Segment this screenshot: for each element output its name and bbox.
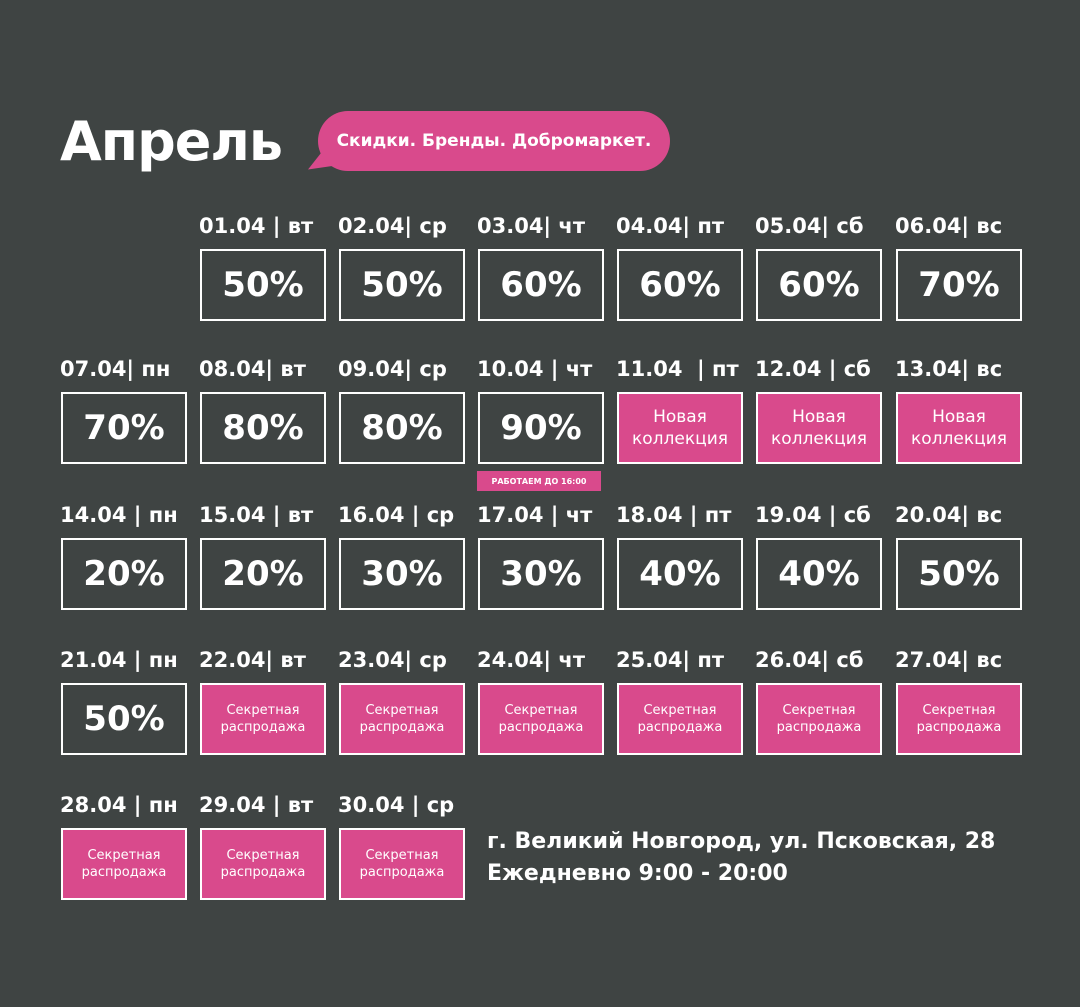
- day-label: 90%: [500, 408, 582, 448]
- day-date: 01.04 | вт: [199, 214, 314, 238]
- day-label: 20%: [83, 554, 165, 594]
- day-date: 02.04| ср: [338, 214, 447, 238]
- day-label: 60%: [500, 265, 582, 305]
- secret-sale-box: Секретная распродажа: [478, 683, 604, 755]
- day-date: 04.04| пт: [616, 214, 725, 238]
- discount-box: 90%: [478, 392, 604, 464]
- day-date: 11.04 | пт: [616, 357, 739, 381]
- day-label: 30%: [361, 554, 443, 594]
- discount-box: 30%: [478, 538, 604, 610]
- secret-sale-box: Секретная распродажа: [756, 683, 882, 755]
- store-address: г. Великий Новгород, ул. Псковская, 28: [487, 829, 996, 854]
- day-label: 30%: [500, 554, 582, 594]
- day-date: 16.04 | ср: [338, 503, 455, 527]
- slogan-bubble: Скидки. Бренды. Добромаркет.: [318, 111, 670, 171]
- secret-sale-box: Секретная распродажа: [200, 683, 326, 755]
- day-date: 18.04 | пт: [616, 503, 732, 527]
- day-date: 05.04| сб: [755, 214, 864, 238]
- discount-box: 30%: [339, 538, 465, 610]
- day-label: 60%: [639, 265, 721, 305]
- day-label: 80%: [222, 408, 304, 448]
- day-label: Секретная распродажа: [81, 848, 167, 880]
- new-collection-box: Новая коллекция: [896, 392, 1022, 464]
- discount-box: 60%: [617, 249, 743, 321]
- secret-sale-box: Секретная распродажа: [339, 828, 465, 900]
- secret-sale-box: Секретная распродажа: [61, 828, 187, 900]
- discount-box: 60%: [478, 249, 604, 321]
- discount-box: 50%: [339, 249, 465, 321]
- day-date: 19.04 | сб: [755, 503, 871, 527]
- discount-box: 70%: [896, 249, 1022, 321]
- day-label: 40%: [639, 554, 721, 594]
- day-date: 09.04| ср: [338, 357, 447, 381]
- day-date: 23.04| ср: [338, 648, 447, 672]
- new-collection-box: Новая коллекция: [617, 392, 743, 464]
- secret-sale-box: Секретная распродажа: [617, 683, 743, 755]
- day-date: 25.04| пт: [616, 648, 725, 672]
- day-label: Новая коллекция: [911, 407, 1007, 449]
- discount-box: 60%: [756, 249, 882, 321]
- store-hours: Ежедневно 9:00 - 20:00: [487, 861, 788, 886]
- day-date: 15.04 | вт: [199, 503, 314, 527]
- discount-box: 80%: [200, 392, 326, 464]
- page-title: Апрель: [60, 110, 283, 173]
- discount-box: 20%: [61, 538, 187, 610]
- day-date: 26.04| сб: [755, 648, 864, 672]
- discount-box: 50%: [61, 683, 187, 755]
- day-date: 13.04| вс: [895, 357, 1003, 381]
- day-label: 20%: [222, 554, 304, 594]
- secret-sale-box: Секретная распродажа: [339, 683, 465, 755]
- day-label: Новая коллекция: [632, 407, 728, 449]
- day-date: 22.04| вт: [199, 648, 306, 672]
- day-label: 50%: [918, 554, 1000, 594]
- day-label: Новая коллекция: [771, 407, 867, 449]
- day-label: Секретная распродажа: [220, 848, 306, 880]
- discount-box: 80%: [339, 392, 465, 464]
- day-label: 60%: [778, 265, 860, 305]
- day-date: 12.04 | сб: [755, 357, 871, 381]
- discount-box: 50%: [200, 249, 326, 321]
- day-date: 06.04| вс: [895, 214, 1003, 238]
- new-collection-box: Новая коллекция: [756, 392, 882, 464]
- discount-box: 40%: [756, 538, 882, 610]
- day-label: 70%: [83, 408, 165, 448]
- day-date: 20.04| вс: [895, 503, 1003, 527]
- day-label: Секретная распродажа: [916, 703, 1002, 735]
- day-label: 50%: [83, 699, 165, 739]
- day-date: 21.04 | пн: [60, 648, 178, 672]
- day-date: 29.04 | вт: [199, 793, 314, 817]
- day-label: Секретная распродажа: [776, 703, 862, 735]
- day-label: Секретная распродажа: [220, 703, 306, 735]
- store-info: г. Великий Новгород, ул. Псковская, 28 Е…: [487, 826, 995, 890]
- day-label: 50%: [361, 265, 443, 305]
- day-label: 70%: [918, 265, 1000, 305]
- secret-sale-box: Секретная распродажа: [896, 683, 1022, 755]
- day-label: Секретная распродажа: [359, 703, 445, 735]
- discount-box: 70%: [61, 392, 187, 464]
- discount-box: 40%: [617, 538, 743, 610]
- day-date: 28.04 | пн: [60, 793, 178, 817]
- secret-sale-box: Секретная распродажа: [200, 828, 326, 900]
- day-date: 14.04 | пн: [60, 503, 178, 527]
- discount-box: 20%: [200, 538, 326, 610]
- day-label: 40%: [778, 554, 860, 594]
- day-date: 07.04| пн: [60, 357, 171, 381]
- day-date: 10.04 | чт: [477, 357, 593, 381]
- day-date: 27.04| вс: [895, 648, 1003, 672]
- day-date: 08.04| вт: [199, 357, 306, 381]
- day-label: Секретная распродажа: [637, 703, 723, 735]
- day-date: 17.04 | чт: [477, 503, 593, 527]
- day-label: 50%: [222, 265, 304, 305]
- discount-box: 50%: [896, 538, 1022, 610]
- day-date: 24.04| чт: [477, 648, 585, 672]
- day-label: Секретная распродажа: [498, 703, 584, 735]
- day-date: 03.04| чт: [477, 214, 585, 238]
- working-hours-note: РАБОТАЕМ ДО 16:00: [477, 471, 601, 491]
- slogan-text: Скидки. Бренды. Добромаркет.: [336, 131, 652, 151]
- day-date: 30.04 | ср: [338, 793, 455, 817]
- day-label: 80%: [361, 408, 443, 448]
- day-label: Секретная распродажа: [359, 848, 445, 880]
